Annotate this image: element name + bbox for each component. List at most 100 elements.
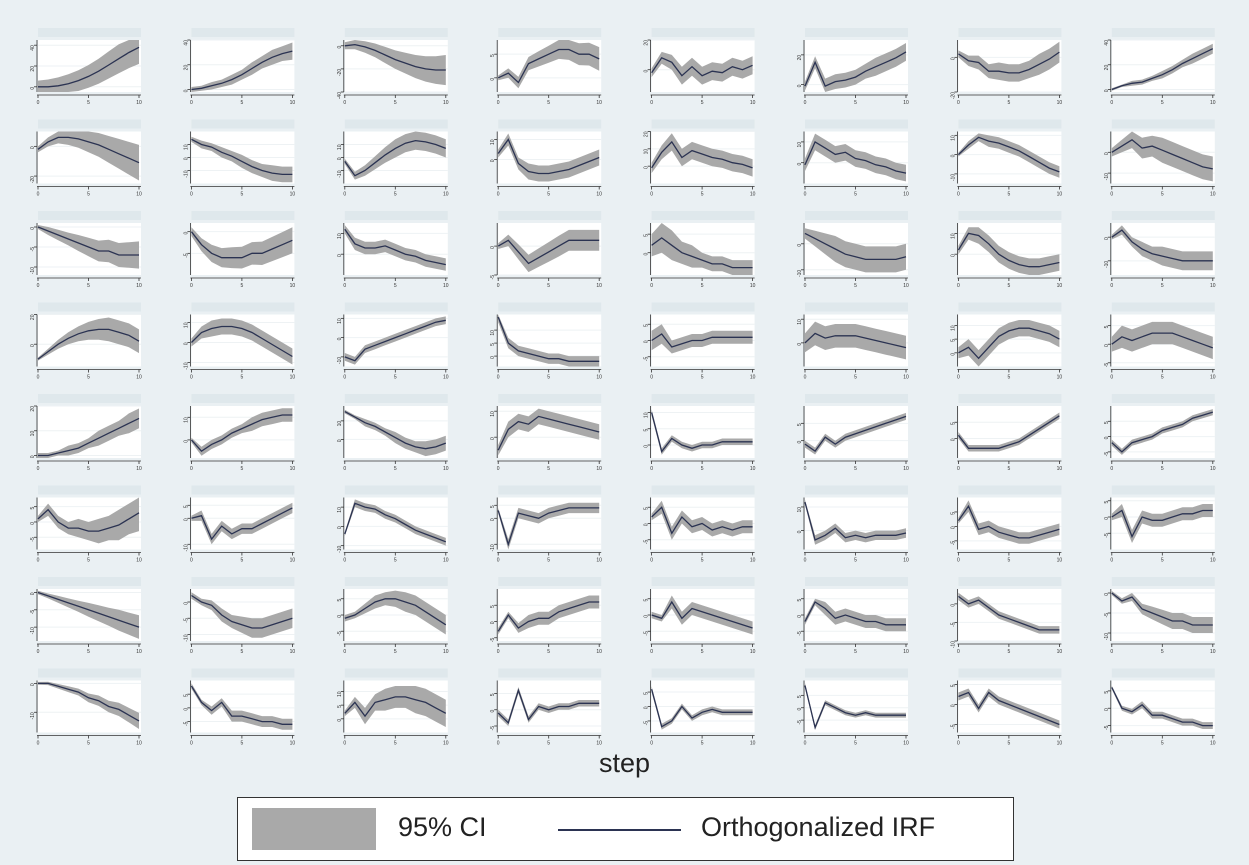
x-tick-label: 5 [394, 558, 397, 564]
irf-panel: 100-100 5 10 [337, 485, 449, 564]
y-tick-label: 5 [183, 505, 189, 508]
x-tick-label: 0 [497, 283, 500, 289]
panel-header [344, 302, 448, 312]
x-tick-label: 5 [701, 100, 704, 106]
panel-header [805, 119, 908, 129]
irf-line [651, 56, 753, 77]
x-tick-label: 10 [596, 558, 602, 564]
y-tick-label: 5 [1104, 325, 1110, 328]
y-tick-label: 0 [644, 69, 650, 72]
panel-header [191, 119, 295, 129]
y-tick-label: -10 [183, 170, 189, 177]
x-tick-label: 0 [343, 741, 346, 747]
y-tick-label: -10 [30, 712, 36, 719]
x-tick-label: 5 [1161, 192, 1164, 198]
x-tick-label: 0 [190, 283, 193, 289]
ci-band [958, 592, 1060, 634]
y-tick-label: 0 [337, 526, 343, 529]
irf-line [497, 316, 600, 362]
ci-band [38, 497, 139, 544]
irf-panel: 0 -20 0 5 10 [30, 119, 142, 198]
irf-line [191, 50, 293, 91]
panel-plot-area [805, 680, 908, 733]
irf-line [804, 502, 907, 541]
x-tick-label: 0 [804, 375, 807, 381]
panel-header [651, 668, 755, 678]
y-tick-label: 10 [797, 142, 803, 148]
irf-panel: 5 0 -5 0 5 10 [183, 668, 295, 747]
panel-header [958, 211, 1062, 220]
y-tick-label: 0 [490, 356, 496, 359]
irf-line [38, 682, 140, 722]
irf-panel: 10 0 0 5 10 [337, 211, 449, 289]
panel-header [805, 302, 908, 312]
y-tick-label: 10 [337, 318, 343, 324]
irf-line [37, 136, 140, 164]
y-tick-label: 0 [1104, 344, 1110, 347]
y-tick-label: 5 [490, 343, 496, 346]
y-tick-label: -5 [490, 726, 496, 731]
irf-panel: 100-100 5 10 [950, 119, 1062, 198]
x-tick-label: 10 [136, 192, 142, 198]
y-tick-label: 0 [183, 89, 189, 92]
panel-header [498, 119, 602, 129]
x-tick-label: 0 [343, 466, 346, 472]
y-tick-label: 10 [337, 233, 343, 239]
y-tick-label: -40 [337, 92, 343, 99]
panel-header [191, 668, 295, 678]
irf-line [190, 231, 293, 259]
x-tick-label: 5 [854, 375, 857, 381]
y-tick-label: 10 [490, 139, 496, 145]
y-tick-label: 0 [490, 78, 496, 81]
y-tick-label: 0 [1104, 708, 1110, 711]
x-tick-label: 10 [596, 649, 602, 655]
panel-header [344, 119, 448, 129]
y-tick-label: -5 [644, 631, 650, 636]
x-tick-label: 10 [750, 283, 756, 289]
y-tick-label: 0 [1104, 436, 1110, 439]
x-tick-label: 5 [547, 192, 550, 198]
irf-line [804, 140, 907, 174]
x-tick-label: 0 [957, 649, 960, 655]
x-tick-label: 0 [190, 741, 193, 747]
panel-header [1111, 394, 1215, 403]
y-tick-label: 0 [950, 704, 956, 707]
y-tick-label: 5 [337, 599, 343, 602]
y-tick-label: 5 [490, 54, 496, 57]
panel-header [498, 211, 602, 220]
y-tick-label: 0 [797, 440, 803, 443]
x-tick-label: 5 [854, 558, 857, 564]
panel-header [344, 485, 448, 495]
y-tick-label: 5 [950, 339, 956, 342]
x-tick-label: 5 [87, 558, 90, 564]
panel-header [805, 394, 908, 403]
irf-panel: 20 0 0 5 10 [797, 28, 909, 106]
irf-line [191, 594, 293, 629]
x-tick-label: 10 [1057, 558, 1063, 564]
x-tick-label: 5 [1161, 466, 1164, 472]
y-tick-label: 0 [30, 683, 36, 686]
irf-line [804, 332, 907, 349]
irf-panel: 5 0 -10 0 5 10 [183, 485, 295, 564]
y-tick-label: -10 [183, 362, 189, 369]
y-tick-label: 5 [644, 692, 650, 695]
y-tick-label: -10 [30, 267, 36, 274]
irf-line [190, 685, 293, 725]
irf-line [344, 319, 446, 362]
y-tick-label: 5 [797, 695, 803, 698]
y-tick-label: 0 [30, 592, 36, 595]
x-tick-label: 10 [136, 466, 142, 472]
x-tick-label: 5 [241, 466, 244, 472]
irf-line [344, 411, 447, 450]
irf-panel: 10 0 0 5 10 [950, 211, 1062, 289]
x-tick-label: 5 [1161, 375, 1164, 381]
ci-band [498, 408, 600, 456]
x-tick-label: 5 [854, 100, 857, 106]
y-tick-label: 0 [797, 615, 803, 618]
y-tick-label: 40 [183, 40, 189, 46]
x-tick-label: 0 [190, 558, 193, 564]
x-tick-label: 10 [903, 375, 909, 381]
y-tick-label: -10 [30, 627, 36, 634]
ci-band [1111, 685, 1213, 729]
x-tick-label: 5 [1008, 558, 1011, 564]
